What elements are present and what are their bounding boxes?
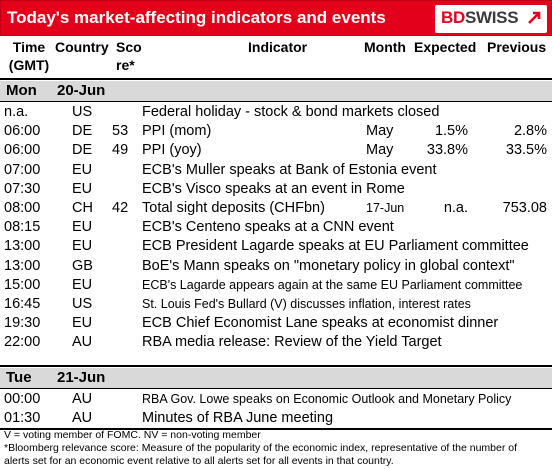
row-month: 17-Jun [366,201,405,215]
row-time: 06:00 [4,123,41,140]
report-title: Today's market-affecting indicators and … [7,8,386,27]
day-divider [0,388,552,389]
row-time: 07:00 [4,161,41,178]
logo-wordmark: BDSWISS [441,8,519,27]
row-time: 15:00 [4,276,41,293]
row-country: EU [72,276,93,293]
report-header: Today's market-affecting indicators and … [0,0,552,36]
row-indicator: ECB Chief Economist Lane speaks at econo… [142,315,499,332]
row-previous: 33.5% [505,142,547,159]
row-indicator: PPI (mom) [142,123,212,140]
row-time: 16:45 [4,296,41,312]
footnote-score-1: *Bloomberg relevance score: Measure of t… [4,442,518,454]
row-country: EU [72,219,93,236]
row-time: 06:00 [4,142,41,159]
header-divider [0,78,552,80]
row-country: AU [72,410,93,427]
row-month: May [366,123,394,140]
row-country: EU [72,180,93,197]
day-date: 21-Jun [57,369,106,386]
row-time: 08:15 [4,219,41,236]
table-bottom-divider [0,428,552,430]
row-score: 49 [112,142,129,159]
row-indicator: ECB's Visco speaks at an event in Rome [142,180,405,197]
col-time-header: Time (GMT) [8,39,50,73]
row-country: CH [72,200,93,216]
row-previous: 2.8% [513,123,547,140]
row-time: 08:00 [4,200,41,216]
row-country: DE [72,123,93,140]
logo-arrow-icon [528,11,541,24]
row-expected: n.a. [443,200,468,216]
day-band-tue: Tue 21-Jun [0,368,552,388]
day-date: 20-Jun [57,82,106,99]
row-score: 42 [112,200,129,216]
row-indicator: RBA media release: Review of the Yield T… [142,334,442,351]
day-label: Tue [6,369,32,386]
row-country: GB [72,257,93,274]
bdswiss-logo: BDSWISS [435,5,547,33]
day-band-mon: Mon 20-Jun [0,81,552,101]
footnote-score-2: alerts set for an economic event relativ… [4,455,394,467]
row-previous: 753.08 [502,200,547,216]
row-indicator: Total sight deposits (CHFbn) [142,200,325,216]
row-country: EU [72,315,93,332]
row-country: EU [72,238,93,255]
row-time: 13:00 [4,238,41,255]
row-indicator: ECB's Centeno speaks at a CNN event [142,219,394,236]
day-label: Mon [6,82,37,99]
row-time: 01:30 [4,410,41,427]
row-indicator: Federal holiday - stock & bond markets c… [142,104,440,120]
row-time: 07:30 [4,180,41,197]
row-time: n.a. [4,104,29,120]
row-indicator: BoE's Mann speaks on "monetary policy in… [142,257,515,274]
row-time: 13:00 [4,257,41,274]
row-indicator: ECB's Muller speaks at Bank of Estonia e… [142,161,437,178]
section-divider [0,365,552,367]
row-time: 19:30 [4,315,41,332]
row-score: 53 [112,123,129,140]
row-indicator: St. Louis Fed's Bullard (V) discusses in… [142,297,471,311]
row-indicator: PPI (yoy) [142,142,202,159]
row-time: 22:00 [4,334,41,351]
row-time: 00:00 [4,391,41,407]
col-month-header: Month [364,39,406,55]
col-previous-header: Previous [487,39,547,55]
row-expected: 1.5% [434,123,468,140]
row-month: May [366,142,394,159]
row-country: EU [72,161,93,178]
day-divider [0,101,552,102]
col-expected-header: Expected [414,39,477,55]
col-score-header: Sco re* [116,39,142,73]
col-country-header: Country [55,39,109,55]
row-country: DE [72,142,93,159]
row-country: AU [72,391,93,407]
row-country: US [72,104,93,120]
row-expected: 33.8% [426,142,468,159]
row-country: US [72,296,93,312]
row-indicator: ECB's Lagarde appears again at the same … [142,277,523,292]
row-country: AU [72,334,93,351]
row-indicator: RBA Gov. Lowe speaks on Economic Outlook… [142,392,512,406]
row-indicator: ECB President Lagarde speaks at EU Parli… [142,238,529,255]
row-indicator: Minutes of RBA June meeting [142,410,334,427]
footnote-voting: V = voting member of FOMC. NV = non-voti… [4,429,261,441]
col-indicator-header: Indicator [248,39,308,55]
